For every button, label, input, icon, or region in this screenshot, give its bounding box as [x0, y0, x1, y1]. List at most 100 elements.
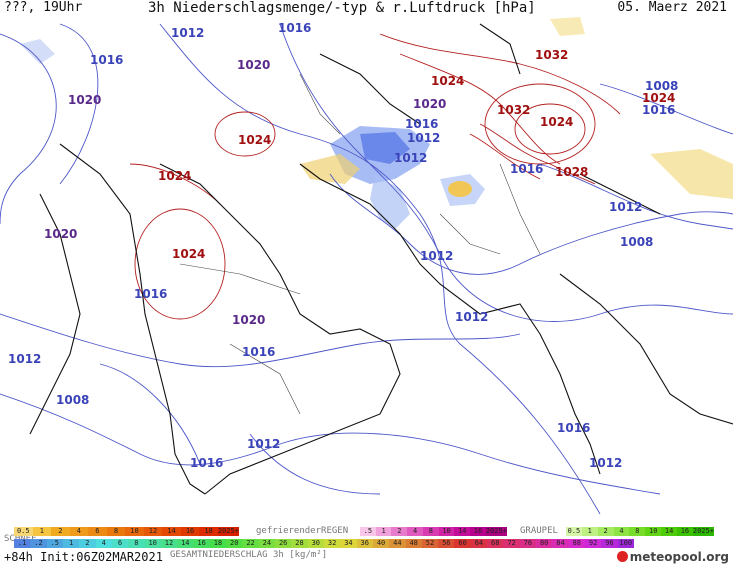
legend-swatch: 30 [307, 539, 324, 548]
legend-swatch: 16 [193, 539, 210, 548]
legend-swatch: 18 [199, 527, 218, 536]
isobar-label: 1012 [589, 456, 622, 470]
legend-swatch: 60 [454, 539, 471, 548]
isobar-label: 1020 [232, 313, 265, 327]
legend-swatch: 92 [584, 539, 602, 548]
legend-swatch: 26 [275, 539, 292, 548]
high-pressure-isobars [129, 33, 621, 320]
legend-swatch: 14 [177, 539, 194, 548]
legend-swatch: 14 [661, 527, 678, 536]
isobar-label: 1016 [278, 21, 311, 35]
legend-swatch: 8 [106, 527, 126, 536]
pressure-precip-map: 1012 1016 1016 1020 1020 1024 1024 1032 1024 1020… [0, 17, 733, 515]
legend-swatch: 96 [601, 539, 618, 548]
legend-swatch: 80 [536, 539, 553, 548]
total-precip-label: GESAMTNIEDERSCHLAG 3h [kg/m²] [170, 550, 328, 560]
legend-swatch: 16 [470, 527, 486, 536]
legend-swatch: 0.5 [14, 527, 33, 536]
graupel-label: GRAUPEL [520, 526, 558, 536]
legend-swatch: 28 [291, 539, 308, 548]
legend-swatch: 10 [645, 527, 662, 536]
isobar-label: 1016 [242, 345, 275, 359]
isobar-label: 1024 [158, 169, 191, 183]
isobar-label: 1016 [642, 103, 675, 117]
isobar-label: 1012 [420, 249, 453, 263]
legend-swatch: 2025+ [485, 527, 507, 536]
legend-swatch: 14 [162, 527, 181, 536]
legend-swatch: 20 [226, 539, 243, 548]
isobar-label: 1020 [237, 58, 270, 72]
legend-swatch: 12 [160, 539, 178, 548]
legend-swatch: 52 [421, 539, 439, 548]
legend-swatch: 4 [613, 527, 630, 536]
legend-swatch: 6 [111, 539, 129, 548]
legend-swatch: 100 [617, 539, 634, 548]
legend-swatch: 40 [372, 539, 390, 548]
isobar-label: 1008 [56, 393, 89, 407]
legend-swatch: 88 [568, 539, 585, 548]
legend-swatch: 72 [503, 539, 520, 548]
legend-swatch: 44 [389, 539, 406, 548]
isobar-label: 1008 [645, 79, 678, 93]
legend-swatch: 76 [519, 539, 536, 548]
legend-swatch: 8 [422, 527, 439, 536]
freezing-rain-label: gefrierenderREGEN [256, 526, 349, 536]
isobar-label: 1012 [407, 131, 440, 145]
legend-swatch: 14 [454, 527, 471, 536]
isobar-label: 1020 [68, 93, 101, 107]
map-title: 3h Niederschlagsmenge/-typ & r.Luftdruck… [148, 0, 536, 16]
isobar-label: 1016 [510, 162, 543, 176]
isobar-label: 1032 [535, 48, 568, 62]
legend-swatch: 4 [69, 527, 89, 536]
legend-swatch: 22 [242, 539, 259, 548]
isobar-label: 1012 [8, 352, 41, 366]
legend-swatch: 16 [677, 527, 693, 536]
legend-swatch: .2 [30, 539, 47, 548]
low-pressure-isobars [0, 23, 733, 515]
isobar-label: 1016 [557, 421, 590, 435]
legend-swatch: 1 [581, 527, 598, 536]
legend-swatch: 68 [487, 539, 504, 548]
legend-swatch: 2 [597, 527, 614, 536]
legend-swatch: 2 [51, 527, 70, 536]
legend-swatch: 64 [470, 539, 488, 548]
isobar-label: 1020 [413, 97, 446, 111]
logo-icon [616, 551, 628, 562]
isobar-label: 1012 [247, 437, 280, 451]
legend-swatch: 56 [438, 539, 455, 548]
total-precip-scale: .1.2.5 1 2 4 6 8 10 12 14 16 18 20 22 24 26 28 30 32 34 36 4… [14, 539, 634, 548]
legend-swatch: 24 [258, 539, 275, 548]
legend-swatch: 10 [144, 539, 161, 548]
isobar-label: 1012 [455, 310, 488, 324]
isobar-label: 1016 [90, 53, 123, 67]
legend-swatch: 34 [340, 539, 357, 548]
isobar-label: 1024 [642, 91, 675, 105]
valid-time: ???, 19Uhr [4, 0, 83, 15]
isobar-label: 1032 [497, 103, 530, 117]
isobar-label: 1012 [394, 151, 427, 165]
isobar-label: 1016 [190, 456, 223, 470]
legend-swatch: 36 [356, 539, 373, 548]
legend-swatch: 2 [79, 539, 96, 548]
legend-swatch: .1 [14, 539, 31, 548]
map-date: 05. Maerz 2021 [617, 0, 727, 15]
legend-swatch: 6 [88, 527, 107, 536]
graupel-scale: 0.5 1 2 4 8 10 14 16 2025+ [566, 527, 714, 536]
isobar-label: 1020 [44, 227, 77, 241]
freezing-rain-scale: .5 1 2 4 8 10 14 16 2025+ [360, 527, 507, 536]
legend-swatch: 0.5 [566, 527, 582, 536]
legend-swatch: 2 [391, 527, 408, 536]
precipitation-areas [20, 17, 733, 229]
legend-swatch: 48 [405, 539, 422, 548]
isobar-label: 1024 [540, 115, 573, 129]
legend-swatch: 10 [125, 527, 144, 536]
isobar-label: 1008 [620, 235, 653, 249]
model-run-info: +84h Init:06Z02MAR2021 [4, 550, 163, 564]
legend-swatch: 84 [552, 539, 569, 548]
isobar-label: 1024 [172, 247, 205, 261]
snow-scale: 0.5 1 2 4 6 8 10 12 14 16 18 2025+ [14, 527, 239, 536]
coastlines [29, 23, 733, 495]
brand-text: meteopool.org [629, 550, 729, 564]
isobar-label: 1016 [134, 287, 167, 301]
